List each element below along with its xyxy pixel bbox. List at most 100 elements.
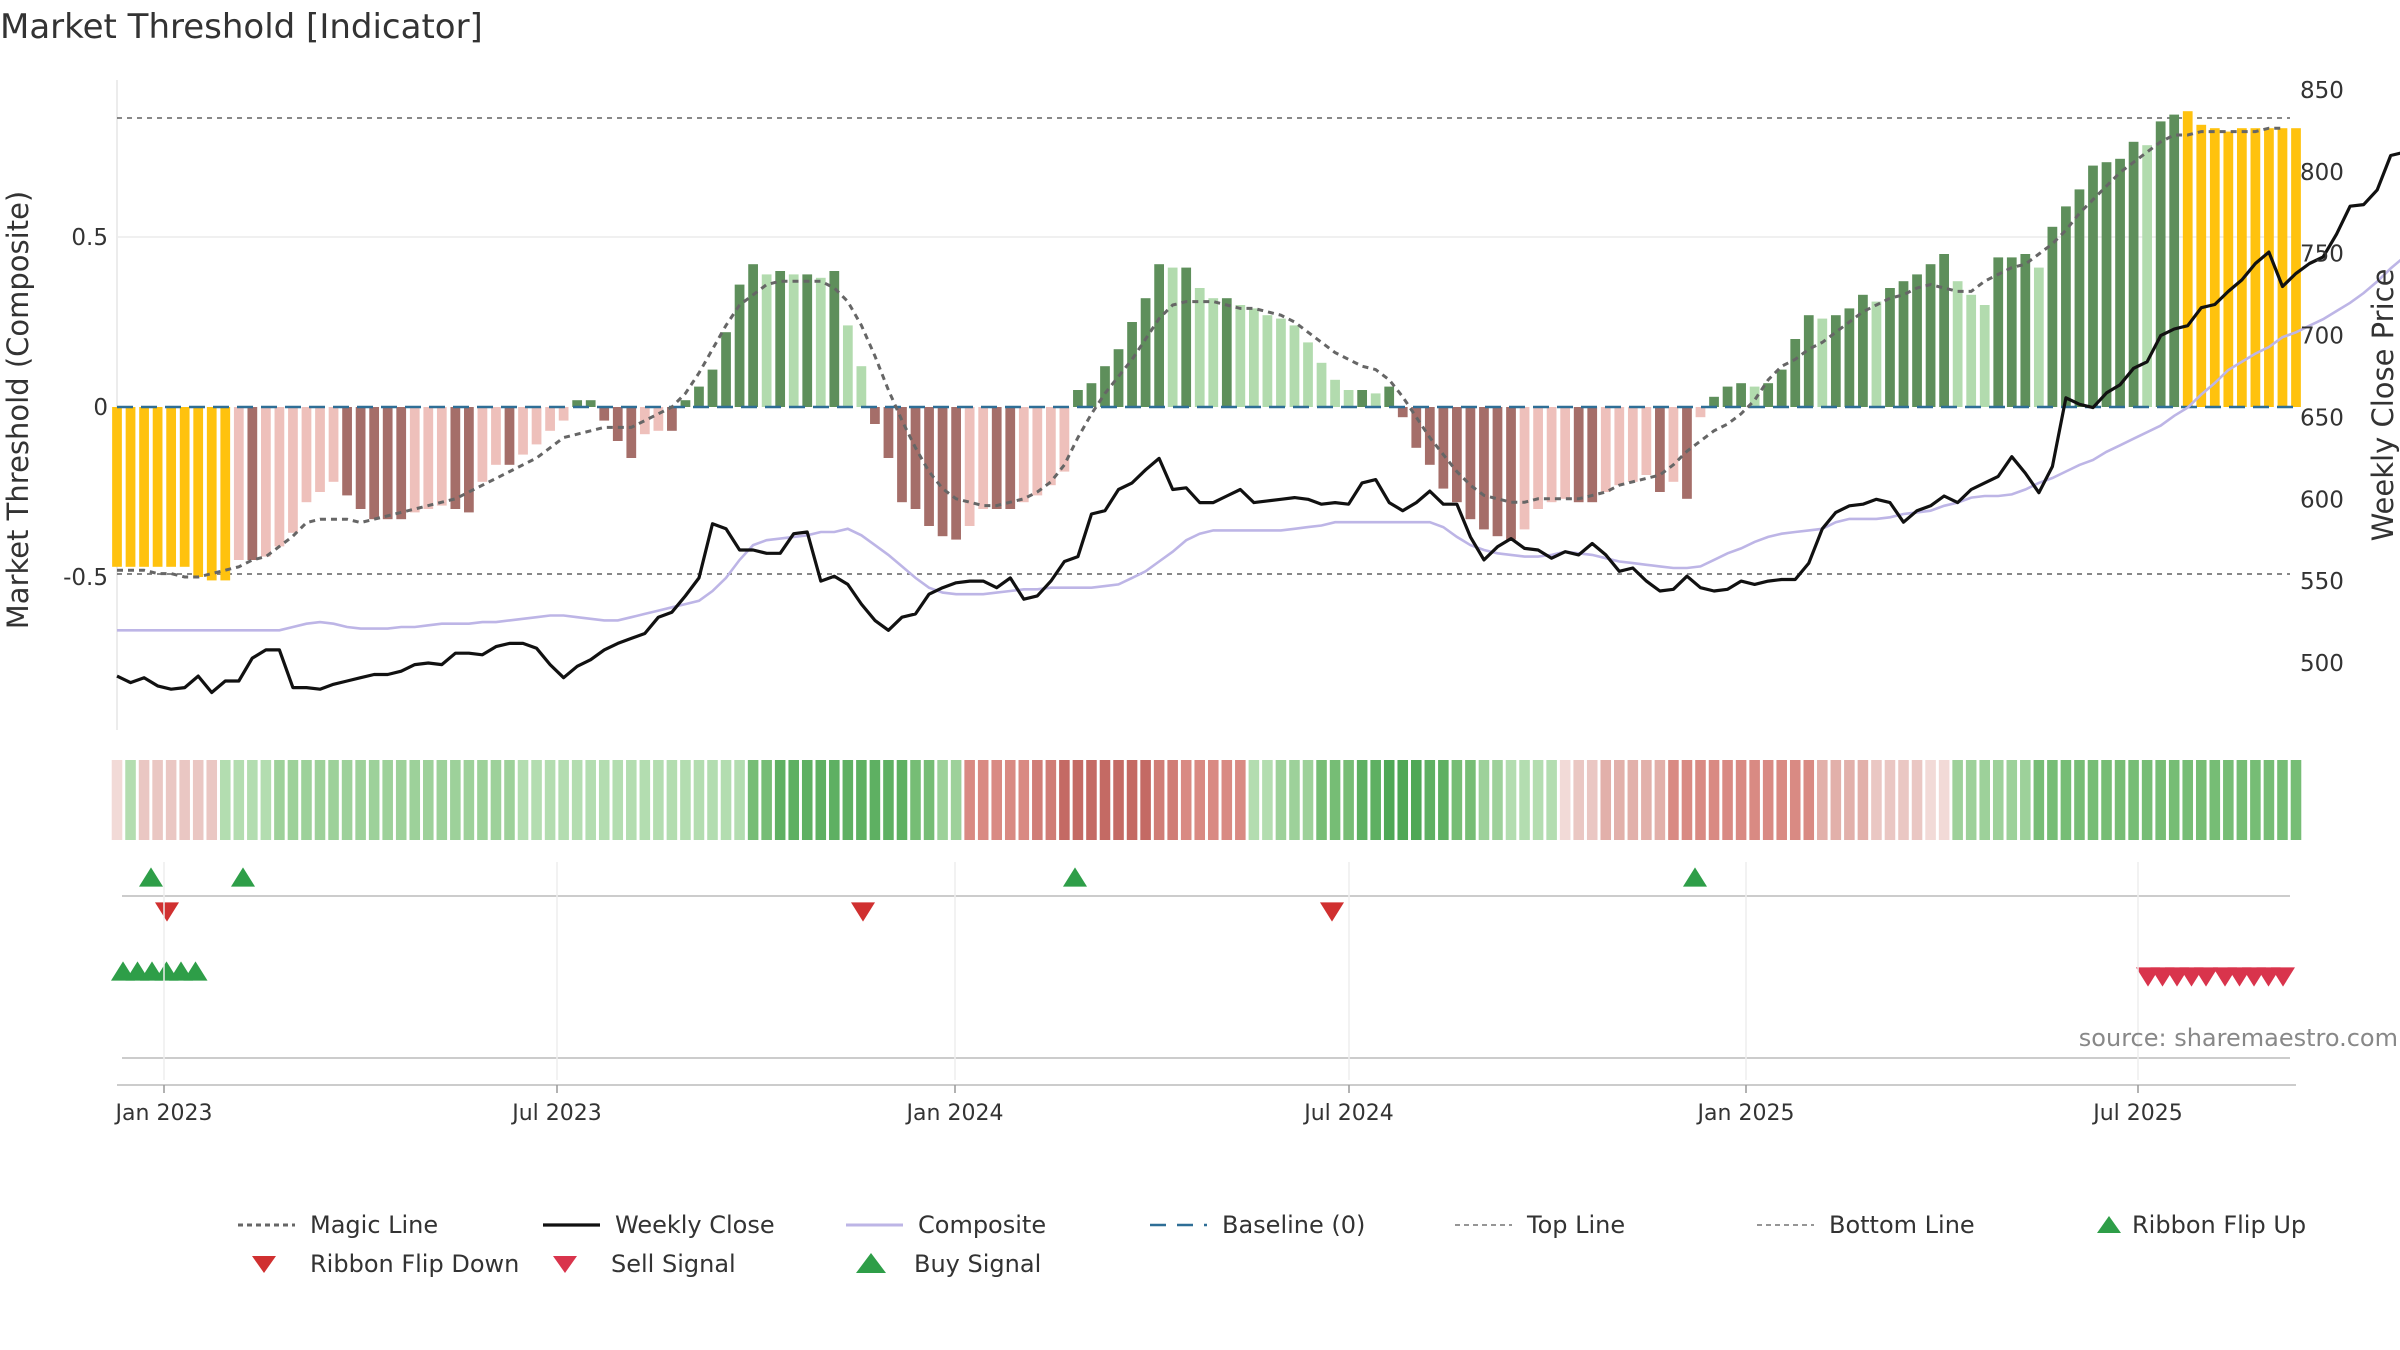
composite-bar: [802, 274, 813, 407]
composite-bar: [1303, 342, 1313, 407]
composite-bar: [1871, 301, 1882, 407]
left-y-axis-ticks: -0.5 0 0.5: [63, 225, 108, 591]
x-tick-label: Jul 2025: [2091, 1101, 2183, 1126]
composite-bar: [1790, 339, 1801, 407]
composite-bar: [220, 407, 231, 581]
composite-bar: [2006, 257, 2017, 407]
composite-bar: [1519, 407, 1530, 530]
y-axis-label: Market Threshold (Composite): [1, 191, 35, 629]
x-tick-label: Jul 2024: [1302, 1101, 1394, 1126]
ribbon-segment: [2087, 760, 2099, 840]
y2-tick-label: 800: [2300, 160, 2344, 186]
ribbon-segment: [1789, 760, 1801, 840]
ribbon-segment: [1532, 760, 1544, 840]
composite-bar: [125, 407, 136, 567]
composite-bar: [815, 277, 826, 407]
y2-tick-label: 650: [2300, 405, 2344, 431]
ribbon-segment: [2101, 760, 2112, 840]
ribbon-segment: [1857, 760, 1869, 840]
ribbon-flip-down-marker: [2194, 967, 2218, 987]
composite-bar: [612, 407, 623, 441]
ribbon-segment: [1722, 760, 1733, 840]
composite-bar: [139, 407, 149, 567]
ribbon-segment: [450, 760, 461, 840]
ribbon-segment: [233, 760, 245, 840]
ribbon-segment: [653, 760, 664, 840]
composite-bar: [1912, 274, 1922, 407]
composite-bar: [1343, 390, 1354, 407]
source-note: source: sharemaestro.com: [2079, 1024, 2398, 1052]
composite-bar: [639, 407, 650, 435]
composite-bar: [924, 407, 934, 526]
ribbon-segment: [1938, 760, 1950, 840]
composite-bar: [2169, 114, 2180, 407]
composite-bar: [599, 407, 610, 421]
composite-bar: [1194, 288, 1205, 407]
ribbon-segment: [138, 760, 150, 840]
legend-label: Buy Signal: [914, 1250, 1041, 1278]
weekly-close-line: [116, 151, 2400, 695]
composite-bar: [2236, 128, 2247, 407]
legend-buy-swatch: [856, 1253, 886, 1273]
composite-bar: [1817, 318, 1828, 407]
composite-bar: [531, 407, 542, 445]
composite-bar: [2196, 124, 2207, 408]
ribbon-segment: [260, 760, 272, 840]
ribbon-segment: [815, 760, 827, 840]
ribbon-segment: [1072, 760, 1084, 840]
ribbon-segment: [531, 760, 542, 840]
composite-bar: [585, 400, 596, 407]
ribbon-segment: [1451, 760, 1463, 840]
y2-tick-label: 550: [2300, 569, 2344, 595]
composite-bar: [1357, 390, 1368, 407]
composite-bar: [1573, 407, 1584, 503]
composite-bar: [1993, 257, 2004, 407]
composite-bar: [1641, 407, 1652, 475]
ribbon-segment: [1925, 760, 1936, 840]
ribbon-segment: [2263, 760, 2275, 840]
ribbon-segment: [2290, 760, 2302, 840]
composite-bar: [2020, 254, 2031, 407]
ribbon-segment: [206, 760, 218, 840]
composite-bar: [1465, 407, 1476, 520]
ribbon-segment: [2060, 760, 2072, 840]
composite-bar: [1668, 407, 1679, 482]
composite-bar: [166, 407, 177, 567]
composite-bar: [2142, 145, 2152, 407]
composite-bar: [1059, 407, 1070, 472]
composite-bar: [206, 407, 217, 581]
x-tick-label: Jul 2023: [510, 1101, 602, 1126]
ribbon-segment: [1681, 760, 1693, 840]
ribbon-segment: [368, 760, 380, 840]
overlay-lines: [116, 126, 2400, 695]
ribbon-segment: [2047, 760, 2058, 840]
ribbon-segment: [1668, 760, 1679, 840]
composite-bar: [1776, 369, 1787, 407]
composite-bar: [897, 407, 907, 503]
ribbon-segment: [544, 760, 556, 840]
ribbon-segment: [883, 760, 894, 840]
buy-signal-marker: [1063, 867, 1087, 887]
composite-bar: [274, 407, 285, 547]
ribbon-segment: [991, 760, 1002, 840]
composite-bar: [1885, 288, 1895, 407]
ribbon-segment: [1059, 760, 1070, 840]
ribbon-segment: [1126, 760, 1138, 840]
ribbon-segment: [477, 760, 488, 840]
ribbon-segment: [1438, 760, 1449, 840]
composite-bar: [2209, 128, 2220, 407]
ribbon-segment: [2195, 760, 2207, 840]
composite-bar: [1560, 407, 1571, 499]
ribbon-segment: [301, 760, 312, 840]
composite-bar: [1181, 267, 1192, 407]
composite-bar: [1248, 308, 1259, 407]
composite-bar: [558, 407, 569, 421]
ribbon-segment: [1898, 760, 1909, 840]
ribbon-segment: [1032, 760, 1043, 840]
ribbon-segment: [1776, 760, 1787, 840]
composite-bar: [1208, 298, 1219, 407]
x-tick-label: Jan 2023: [114, 1101, 213, 1126]
ribbon-segment: [1911, 760, 1923, 840]
ribbon-segment: [1830, 760, 1842, 840]
ribbon-segment: [964, 760, 975, 840]
